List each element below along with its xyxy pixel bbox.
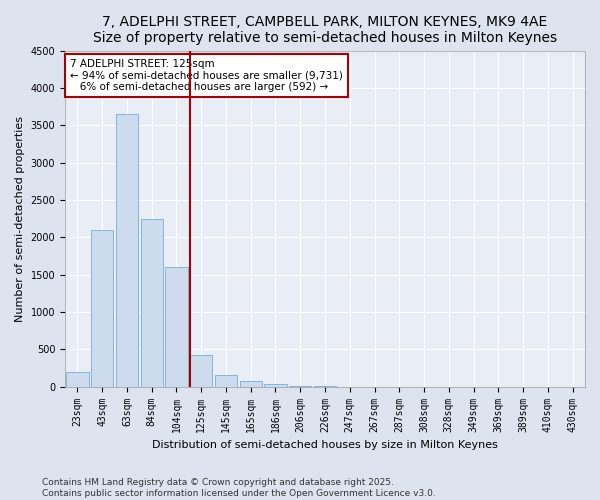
Bar [190, 354, 212, 386]
Bar [215, 376, 237, 386]
X-axis label: Distribution of semi-detached houses by size in Milton Keynes: Distribution of semi-detached houses by … [152, 440, 498, 450]
Bar [140, 218, 163, 386]
Text: Contains HM Land Registry data © Crown copyright and database right 2025.
Contai: Contains HM Land Registry data © Crown c… [42, 478, 436, 498]
Bar [66, 372, 89, 386]
Bar [91, 230, 113, 386]
Text: 7 ADELPHI STREET: 125sqm
← 94% of semi-detached houses are smaller (9,731)
   6%: 7 ADELPHI STREET: 125sqm ← 94% of semi-d… [70, 59, 343, 92]
Title: 7, ADELPHI STREET, CAMPBELL PARK, MILTON KEYNES, MK9 4AE
Size of property relati: 7, ADELPHI STREET, CAMPBELL PARK, MILTON… [93, 15, 557, 45]
Bar [166, 267, 188, 386]
Bar [116, 114, 138, 386]
Bar [239, 380, 262, 386]
Bar [265, 384, 287, 386]
Y-axis label: Number of semi-detached properties: Number of semi-detached properties [15, 116, 25, 322]
